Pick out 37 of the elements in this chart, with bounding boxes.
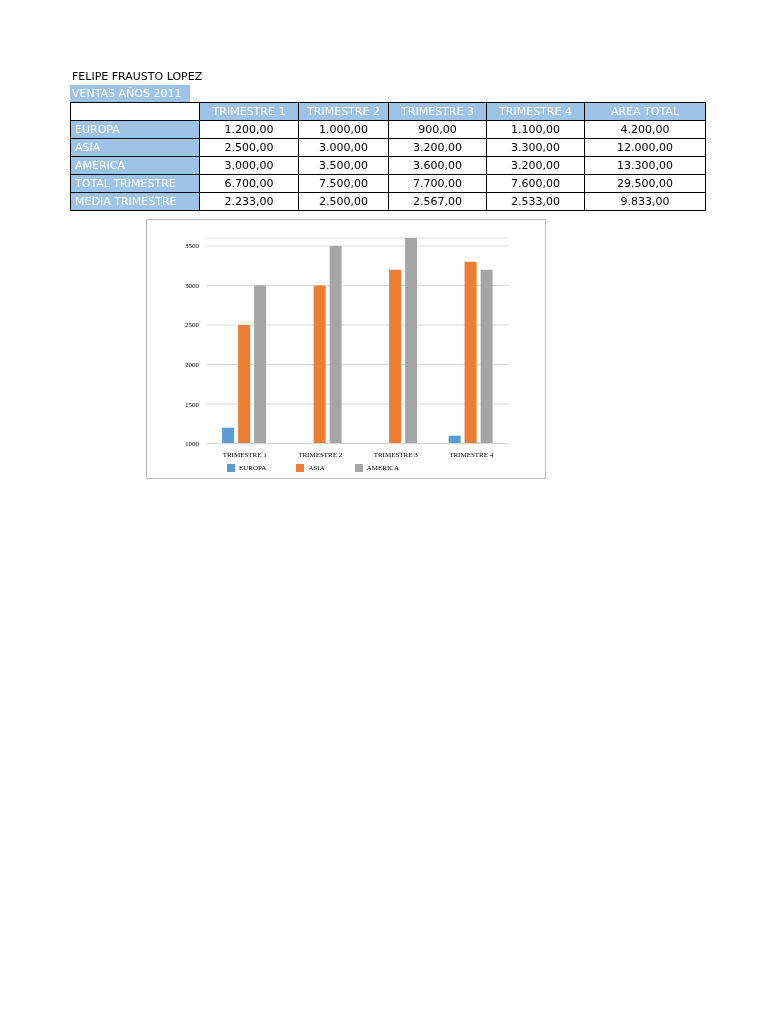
text: TRIMESTRE 1 bbox=[199, 102, 299, 121]
text: 1.000,00 bbox=[298, 120, 389, 139]
text: 2.500,00 bbox=[199, 138, 299, 157]
text: 29.500,00 bbox=[584, 174, 706, 193]
text: 3.500,00 bbox=[298, 156, 389, 175]
text: 6.700,00 bbox=[199, 174, 299, 193]
text: 3.200,00 bbox=[388, 138, 487, 157]
text: EUROPA bbox=[70, 120, 200, 139]
text: 3.200,00 bbox=[486, 156, 585, 175]
text: 3.000,00 bbox=[199, 156, 299, 175]
text: 2.500,00 bbox=[298, 192, 389, 211]
text: 1.100,00 bbox=[486, 120, 585, 139]
text: 7.500,00 bbox=[298, 174, 389, 193]
text: AMERICA bbox=[70, 156, 200, 175]
text: 3.600,00 bbox=[388, 156, 487, 175]
text: 2.233,00 bbox=[199, 192, 299, 211]
text: 2.533,00 bbox=[486, 192, 585, 211]
text: TRIMESTRE 3 bbox=[388, 102, 487, 121]
text: TOTAL TRIMESTRE bbox=[70, 174, 200, 193]
text: 4.200,00 bbox=[584, 120, 706, 139]
text: 13.300,00 bbox=[584, 156, 706, 175]
text: TRIMESTRE 4 bbox=[486, 102, 585, 121]
text: AREA TOTAL bbox=[584, 102, 706, 121]
text: 12.000,00 bbox=[584, 138, 706, 157]
text: MEDIA TRIMESTRE bbox=[70, 192, 200, 211]
text: 1.200,00 bbox=[199, 120, 299, 139]
text: 3.300,00 bbox=[486, 138, 585, 157]
text: 3.000,00 bbox=[298, 138, 389, 157]
text: 9.833,00 bbox=[584, 192, 706, 211]
text: 2.567,00 bbox=[388, 192, 487, 211]
text: 7.600,00 bbox=[486, 174, 585, 193]
text: TRIMESTRE 2 bbox=[298, 102, 389, 121]
chart-subtitle: VENTAS AÑOS 2011 bbox=[70, 85, 190, 102]
text: 7.700,00 bbox=[388, 174, 487, 193]
chart-title: FELIPE FRAUSTO LOPEZ bbox=[71, 69, 204, 85]
text: 900,00 bbox=[388, 120, 487, 139]
text: ASIA bbox=[70, 138, 200, 157]
